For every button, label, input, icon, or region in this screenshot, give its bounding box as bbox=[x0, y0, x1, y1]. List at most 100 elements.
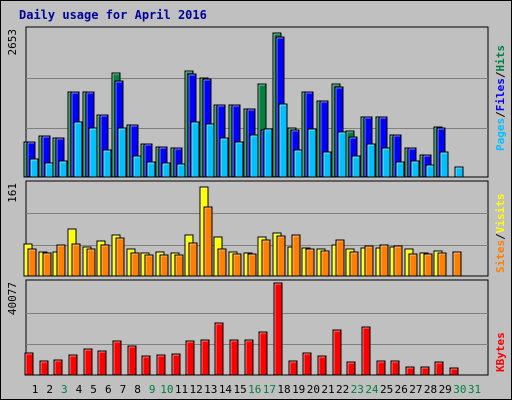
day-axis-labels: 1 2 3 4 5 6 7 8 9 10 11 12 13 14 15 16 17 18 19 20 21 22 23 24 2… bbox=[32, 383, 481, 396]
legend-sites: Sites bbox=[494, 240, 507, 273]
bar-pages-day-9 bbox=[146, 161, 156, 178]
bar-kbytes-day-27 bbox=[405, 366, 415, 376]
chart-panels: 2653Pages/Files/Hits161Sites/Visits40077… bbox=[6, 26, 507, 376]
day-label-23: 23 bbox=[351, 383, 364, 396]
bar-pages-day-11 bbox=[176, 163, 186, 178]
bar-kbytes-day-25 bbox=[376, 360, 386, 376]
panel-plot-area bbox=[25, 279, 489, 376]
bar-kbytes-day-7 bbox=[112, 340, 122, 376]
bar-sites-day-25 bbox=[379, 244, 389, 277]
bar-sites-day-22 bbox=[335, 239, 345, 277]
chart-title: Daily usage for April 2016 bbox=[19, 8, 207, 22]
series-bars bbox=[23, 32, 464, 178]
panel-gridlines bbox=[26, 313, 488, 345]
bar-sites-day-3 bbox=[56, 244, 66, 277]
ymax-label: 161 bbox=[6, 183, 19, 203]
bar-sites-day-6 bbox=[100, 244, 110, 277]
bar-pages-day-29 bbox=[439, 151, 449, 178]
bar-kbytes-day-8 bbox=[127, 345, 137, 376]
bar-kbytes-day-21 bbox=[317, 355, 327, 376]
bar-sites-day-23 bbox=[349, 251, 359, 277]
bar-kbytes-day-22 bbox=[332, 329, 342, 376]
bar-pages-day-8 bbox=[132, 155, 142, 178]
legend-separator: / bbox=[494, 111, 507, 118]
legend: Pages/Files/Hits bbox=[494, 45, 507, 151]
bar-sites-day-20 bbox=[305, 248, 315, 277]
day-label-5: 5 bbox=[90, 383, 97, 396]
day-label-15: 15 bbox=[233, 383, 246, 396]
day-label-27: 27 bbox=[409, 383, 422, 396]
day-label-6: 6 bbox=[105, 383, 112, 396]
bar-sites-day-21 bbox=[320, 250, 330, 277]
day-label-9: 9 bbox=[149, 383, 156, 396]
bar-pages-day-24 bbox=[366, 143, 376, 178]
day-label-28: 28 bbox=[424, 383, 437, 396]
bar-sites-day-29 bbox=[437, 252, 447, 277]
day-label-1: 1 bbox=[32, 383, 39, 396]
bar-pages-day-19 bbox=[293, 149, 303, 178]
bar-pages-day-1 bbox=[29, 158, 39, 178]
day-label-18: 18 bbox=[277, 383, 290, 396]
bar-pages-day-12 bbox=[190, 121, 200, 178]
bar-kbytes-day-11 bbox=[171, 353, 181, 376]
legend-separator: / bbox=[494, 233, 507, 240]
series-bars bbox=[23, 186, 462, 277]
bar-kbytes-day-6 bbox=[97, 350, 107, 376]
bar-sites-day-4 bbox=[71, 243, 81, 277]
bar-pages-day-13 bbox=[205, 123, 215, 178]
day-label-20: 20 bbox=[307, 383, 320, 396]
bar-sites-day-14 bbox=[217, 248, 227, 277]
bar-sites-day-16 bbox=[247, 253, 257, 277]
bar-sites-day-27 bbox=[408, 253, 418, 277]
bar-kbytes-day-4 bbox=[68, 354, 78, 376]
bar-sites-day-28 bbox=[423, 253, 433, 277]
bar-kbytes-day-17 bbox=[258, 331, 268, 376]
bar-sites-day-8 bbox=[130, 252, 140, 277]
bar-pages-day-26 bbox=[395, 161, 405, 178]
bar-kbytes-day-1 bbox=[24, 352, 34, 376]
bar-sites-day-13 bbox=[203, 206, 213, 277]
bar-kbytes-day-2 bbox=[39, 360, 49, 376]
panel-3: 40077 KBytes bbox=[6, 279, 507, 376]
bar-sites-day-1 bbox=[27, 248, 37, 277]
bar-sites-day-2 bbox=[42, 252, 52, 277]
bar-kbytes-day-24 bbox=[361, 326, 371, 376]
day-label-31: 31 bbox=[468, 383, 481, 396]
legend: Sites/Visits bbox=[494, 194, 507, 274]
bar-kbytes-day-9 bbox=[141, 355, 151, 376]
bar-pages-day-7 bbox=[117, 127, 127, 178]
series-bars bbox=[24, 282, 459, 376]
day-label-14: 14 bbox=[219, 383, 233, 396]
bar-sites-day-5 bbox=[86, 248, 96, 277]
bar-pages-day-18 bbox=[278, 103, 288, 178]
bar-kbytes-day-16 bbox=[244, 339, 254, 376]
ymax-label: 40077 bbox=[6, 282, 19, 315]
legend-hits: Hits bbox=[494, 45, 507, 72]
bar-kbytes-day-3 bbox=[53, 359, 63, 376]
bar-kbytes-day-14 bbox=[214, 322, 224, 376]
panel-2: 161 Sites/Visits bbox=[6, 180, 507, 277]
day-label-19: 19 bbox=[292, 383, 305, 396]
bar-sites-day-17 bbox=[261, 239, 271, 277]
bar-sites-day-15 bbox=[232, 253, 242, 277]
ymax-label: 2653 bbox=[6, 29, 19, 56]
bar-pages-day-20 bbox=[307, 128, 317, 178]
bar-pages-day-27 bbox=[410, 160, 420, 178]
legend-pages: Pages bbox=[494, 118, 507, 151]
bar-pages-day-15 bbox=[234, 141, 244, 178]
legend-files: Files bbox=[494, 78, 507, 111]
bar-kbytes-day-30 bbox=[449, 367, 459, 376]
legend-visits: Visits bbox=[494, 194, 507, 234]
bar-pages-day-17 bbox=[263, 128, 273, 178]
bar-pages-day-4 bbox=[73, 121, 83, 178]
bar-sites-day-19 bbox=[291, 234, 301, 277]
bar-pages-day-16 bbox=[249, 134, 259, 178]
bar-kbytes-day-19 bbox=[288, 360, 298, 376]
bar-pages-day-21 bbox=[322, 151, 332, 178]
bar-pages-day-5 bbox=[88, 127, 98, 178]
day-label-3: 3 bbox=[61, 383, 68, 396]
legend: KBytes bbox=[494, 332, 507, 372]
bar-sites-day-26 bbox=[393, 245, 403, 277]
bar-kbytes-day-26 bbox=[390, 360, 400, 376]
bar-kbytes-day-28 bbox=[420, 366, 430, 376]
